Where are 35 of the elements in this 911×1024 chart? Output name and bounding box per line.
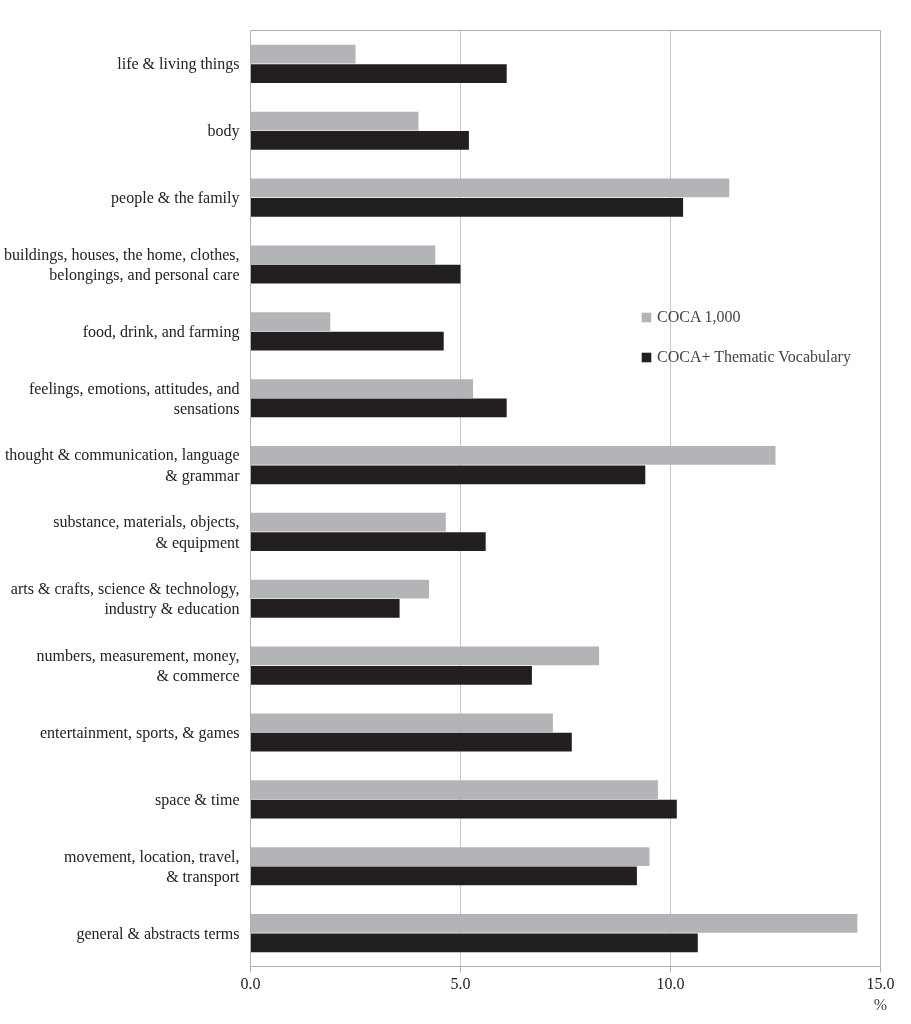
y-tick-label: thought & communication, language & grammar <box>4 446 241 485</box>
y-tick-label: buildings, houses, the home, clothes, belongings, and personal care <box>3 245 240 285</box>
y-tick-label: people & the family <box>111 189 240 208</box>
x-tick-label: 10.0 <box>656 974 685 992</box>
y-tick-label: arts & crafts, science & technology, industry & education <box>10 580 240 619</box>
bar <box>250 866 637 886</box>
legend-label: COCA 1,000 <box>657 308 741 326</box>
bar <box>250 732 572 752</box>
bar <box>250 465 646 485</box>
y-tick-label: food, drink, and farming <box>82 322 240 341</box>
bar <box>250 197 684 217</box>
y-tick-label: numbers, measurement, money, & commerce <box>36 646 240 685</box>
y-tick-label: entertainment, sports, & games <box>39 724 240 742</box>
x-tick-label: 15.0 <box>866 974 895 992</box>
bar <box>250 64 507 83</box>
bar <box>250 933 698 953</box>
bar <box>250 599 400 618</box>
y-tick-label: feelings, emotions, attitudes, and sensations <box>28 379 240 417</box>
bar <box>250 532 486 551</box>
x-tick-label: 5.0 <box>450 974 471 992</box>
bar <box>250 665 532 685</box>
x-axis-title: % <box>873 995 888 1013</box>
y-tick-label: body <box>207 122 240 141</box>
y-tick-label: general & abstracts terms <box>76 924 240 943</box>
y-tick-label: movement, location, travel, & transport <box>64 847 241 886</box>
y-tick-label: space & time <box>155 790 240 809</box>
bar <box>250 799 677 819</box>
legend-label: COCA+ Thematic Vocabulary <box>657 348 851 366</box>
y-tick-label: life & living things <box>117 55 240 74</box>
bar <box>250 398 507 418</box>
y-tick-label: substance, materials, objects, & equipment <box>53 513 241 552</box>
x-tick-label: 0.0 <box>240 974 261 992</box>
bar <box>250 331 444 351</box>
bar <box>250 264 461 284</box>
bar <box>250 131 469 150</box>
